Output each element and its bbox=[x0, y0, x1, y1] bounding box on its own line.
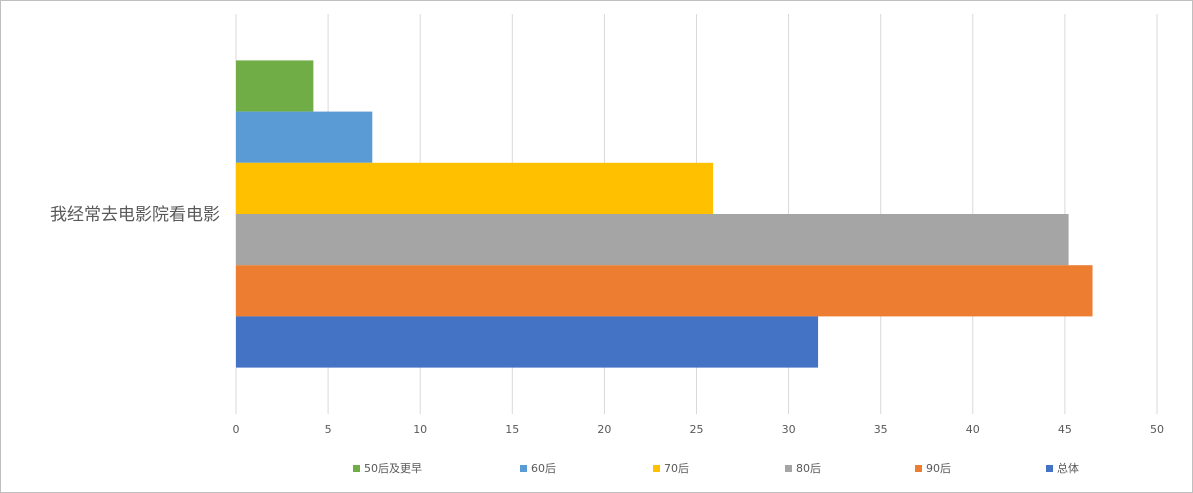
bar bbox=[236, 265, 1093, 317]
x-tick-label: 0 bbox=[233, 423, 240, 436]
legend-marker bbox=[785, 465, 792, 472]
legend-marker bbox=[353, 465, 360, 472]
legend-label: 90后 bbox=[926, 462, 951, 475]
x-tick-label: 30 bbox=[782, 423, 796, 436]
bar bbox=[236, 214, 1069, 266]
y-tick-label: 我经常去电影院看电影 bbox=[50, 205, 220, 225]
x-tick-label: 5 bbox=[325, 423, 332, 436]
bar bbox=[236, 60, 314, 112]
legend-label: 总体 bbox=[1057, 461, 1079, 475]
legend-marker bbox=[915, 465, 922, 472]
legend-marker bbox=[1046, 465, 1053, 472]
x-tick-label: 10 bbox=[413, 423, 427, 436]
legend-label: 80后 bbox=[796, 462, 821, 475]
legend-label: 70后 bbox=[664, 462, 689, 475]
legend-label: 50后及更早 bbox=[364, 462, 422, 475]
x-tick-label: 50 bbox=[1150, 423, 1164, 436]
x-tick-label: 25 bbox=[690, 423, 704, 436]
bar bbox=[236, 316, 819, 368]
legend-marker bbox=[653, 465, 660, 472]
bar bbox=[236, 111, 373, 163]
legend-marker bbox=[520, 465, 527, 472]
x-tick-label: 20 bbox=[597, 423, 611, 436]
bar bbox=[236, 162, 714, 214]
legend-label: 60后 bbox=[531, 462, 556, 475]
x-tick-label: 35 bbox=[874, 423, 888, 436]
x-tick-label: 15 bbox=[505, 423, 519, 436]
x-tick-label: 40 bbox=[966, 423, 980, 436]
x-tick-label: 45 bbox=[1058, 423, 1072, 436]
